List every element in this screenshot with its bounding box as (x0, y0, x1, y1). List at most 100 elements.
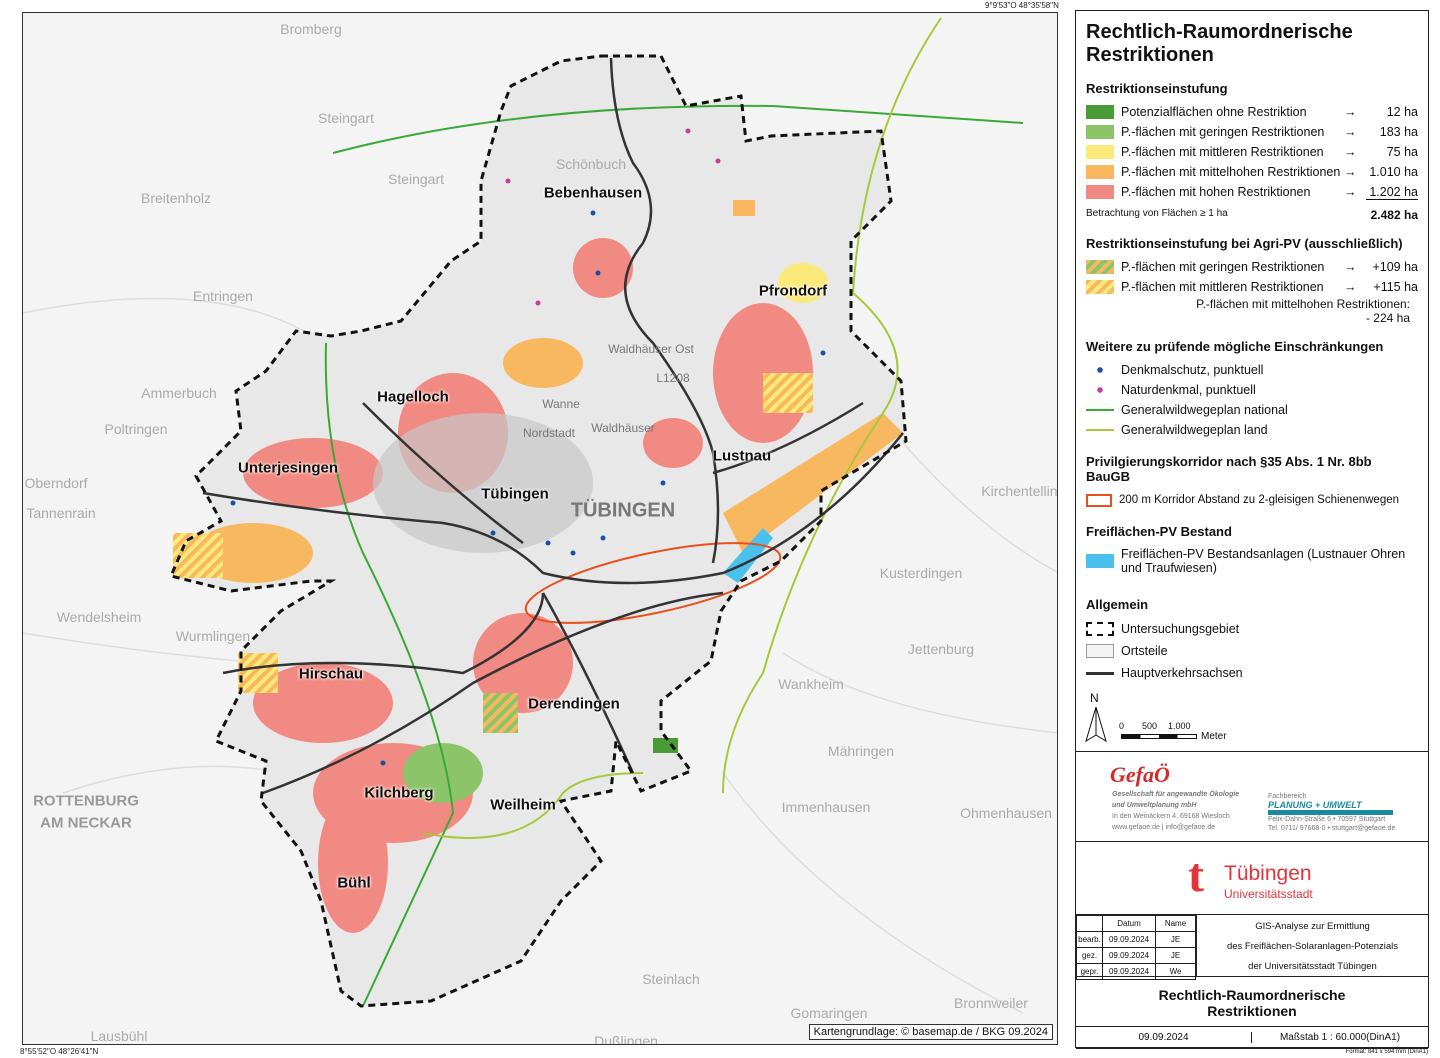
corridor-swatch (1086, 493, 1112, 507)
gefaoe-line: Felix-Dahn-Straße 6 • 70597 Stuttgart (1268, 816, 1386, 823)
scale-tick: 500 (1142, 721, 1158, 731)
legend-label: Generalwildwegeplan national (1121, 403, 1288, 417)
hatch-swatch (1086, 260, 1114, 274)
dots-denkmal (230, 210, 826, 766)
legend-note: Betrachtung von Flächen ≥ 1 ha (1086, 208, 1228, 219)
coordinate-top-right: 9°9'53"O 48°35'58"N (985, 1, 1059, 10)
corridor-label: 200 m Korridor Abstand zu 2-gleisigen Sc… (1119, 494, 1400, 506)
gefaoe-logo: GefaÖ (1110, 762, 1170, 787)
legend-heading-corridor: Privilgierungskorridor nach §35 Abs. 1 N… (1086, 454, 1372, 484)
place-label: Wankheim (778, 676, 844, 692)
place-label: Wanne (542, 397, 580, 411)
legend-label: Generalwildwegeplan land (1121, 423, 1268, 437)
arrow-icon: → (1344, 185, 1357, 199)
legend-label: Hauptverkehrsachsen (1121, 666, 1243, 680)
map-view[interactable]: Bebenhausen Pfrondorf Hagelloch Lustnau Unte… (22, 12, 1058, 1045)
north-arrow-scalebar: N 0 500 1.000 Meter (1084, 691, 1284, 747)
legend-heading-general: Allgemein (1086, 597, 1149, 612)
arrow-icon: → (1344, 125, 1357, 139)
place-label: Wurmlingen (175, 628, 251, 644)
swatch (1086, 185, 1114, 199)
scale-unit: Meter (1201, 731, 1227, 742)
place-label: Kirchentellinsfurt (981, 483, 1058, 499)
map-graphics (23, 13, 1057, 1044)
place-label: Ohmenhausen (960, 805, 1052, 821)
district-label: Derendingen (528, 695, 620, 713)
col-date: Datum (1102, 915, 1156, 932)
place-label: Entringen (193, 288, 253, 304)
scale-tick: 0 (1119, 721, 1125, 731)
district-label: Hirschau (298, 665, 364, 683)
legend-value: 183 ha (1379, 125, 1418, 139)
place-label: Wendelsheim (56, 609, 142, 625)
place-label: L1208 (656, 371, 690, 385)
gefaoe-line: Gesellschaft für angewandte Ökologie (1112, 791, 1240, 798)
wildlife-corridor-national (324, 104, 1024, 1007)
city-block: t Tübingen Universitätsstadt (1076, 841, 1428, 914)
legend-value: 1.010 ha (1369, 165, 1418, 179)
legend-heading-agripv: Restriktionseinstufung bei Agri-PV (auss… (1086, 236, 1403, 251)
legend-label: Ortsteile (1121, 644, 1168, 658)
north-label: N (1090, 691, 1099, 705)
revision-cell: 09.09.2024 (1102, 947, 1156, 964)
revision-cell: We (1155, 963, 1196, 980)
legend-value: +115 ha (1373, 280, 1418, 294)
city-name: Tübingen (1224, 862, 1312, 885)
legend-panel: Rechtlich-Raumordnerische Restriktionen … (1075, 10, 1429, 1055)
line-icon (1086, 403, 1114, 417)
swatch (1086, 145, 1114, 159)
place-label: Breitenholz (140, 190, 212, 206)
district-label: Hagelloch (377, 388, 449, 406)
place-label: Jettenburg (907, 641, 975, 657)
arrow-icon: → (1344, 260, 1357, 274)
place-label: Poltringen (104, 421, 168, 437)
plan-date: 09.09.2024 (1076, 1032, 1252, 1043)
place-label: Steingart (387, 171, 445, 187)
revision-cell: gez. (1076, 947, 1103, 964)
legend-item-restriction: P.-flächen mit hohen Restriktionen → 1.202… (1086, 182, 1418, 202)
arrow-icon: → (1344, 145, 1357, 159)
district-label: Kilchberg (364, 784, 434, 802)
legend-value: 12 ha (1386, 105, 1418, 119)
revision-cell: bearb. (1076, 931, 1103, 948)
place-label: Gomaringen (790, 1005, 868, 1021)
legend-value: 1.202 ha (1366, 185, 1418, 200)
place-label: Mähringen (827, 743, 895, 759)
district-label: Bebenhausen (543, 184, 643, 202)
agripv-note-value: - 224 ha (1365, 311, 1410, 325)
place-label: Ammerbuch (141, 385, 217, 401)
place-label: Dußlingen (594, 1033, 658, 1045)
legend-item-restriction: P.-flächen mit mittleren Restriktionen → 7… (1086, 142, 1418, 162)
swatch (1086, 105, 1114, 119)
place-label: Oberndorf (24, 475, 88, 491)
revision-row: gepr. 09.09.2024 We (1076, 963, 1196, 980)
legend-item-restriction: P.-flächen mit geringen Restriktionen → 18… (1086, 122, 1418, 142)
gefaoe-line: und Umweltplanung mbH (1112, 802, 1197, 809)
district-swatch (1086, 644, 1114, 658)
place-label: Immenhausen (781, 799, 871, 815)
swatch (1086, 165, 1114, 179)
legend-value: 75 ha (1386, 145, 1418, 159)
legend-label: P.-flächen mit mittelhohen Restriktionen (1121, 165, 1341, 179)
desc-line: GIS-Analyse zur Ermittlung (1255, 921, 1370, 932)
dot-icon (1086, 383, 1114, 397)
legend-heading-pv: Freiflächen-PV Bestand (1086, 524, 1232, 539)
dots-naturdenkmal (505, 128, 721, 306)
legend-item-further: Generalwildwegeplan land (1086, 420, 1418, 440)
city-sub: Universitätsstadt (1224, 887, 1313, 901)
place-label: ROTTENBURG (33, 792, 139, 810)
revision-cell: 09.09.2024 (1102, 931, 1156, 948)
plan-scale: Maßstab 1 : 60.000(DinA1) (1279, 1032, 1401, 1043)
place-label: Steinlach (642, 971, 700, 987)
revision-block: Datum Name bearb. 09.09.2024 JE gez. 09.09.20… (1076, 914, 1428, 980)
legend-item-further: Denkmalschutz, punktuell (1086, 360, 1418, 380)
gefaoe-line: In den Weinäckern 4, 69168 Wiesloch (1112, 813, 1230, 820)
main-roads (202, 57, 904, 795)
city-label: TÜBINGEN (570, 499, 676, 522)
pv-swatch (1086, 554, 1114, 568)
district-label: Lustnau (712, 447, 772, 465)
north-arrow-icon (1085, 706, 1107, 743)
arrow-icon: → (1344, 280, 1357, 294)
wildlife-corridor-land (422, 17, 942, 839)
place-label: Waldhäuser Ost (608, 342, 694, 356)
